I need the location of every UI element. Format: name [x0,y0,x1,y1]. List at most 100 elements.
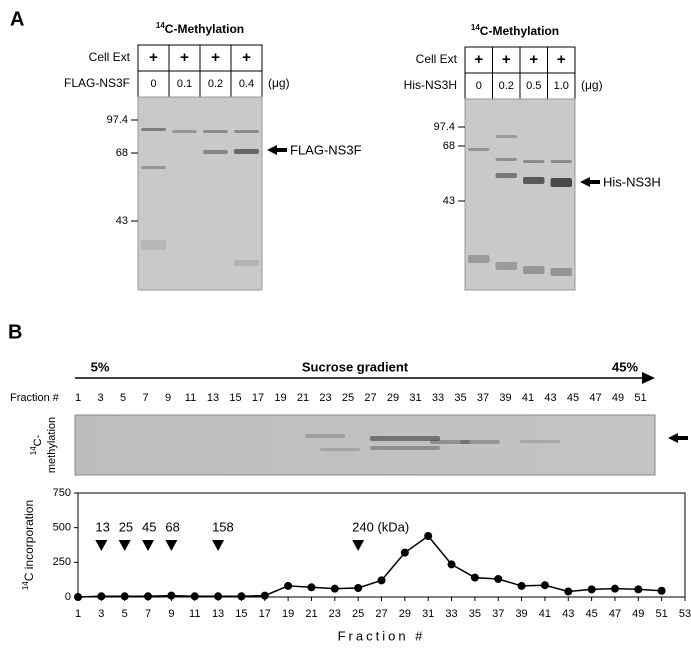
fraction-number: 9 [165,392,171,404]
size-marker [352,540,365,551]
data-point [354,583,363,592]
cell: + [149,49,158,66]
gel-title: 14C-Methylation [471,23,559,38]
data-point [470,573,479,582]
data-point [377,576,386,585]
x-tick-label: 9 [168,608,174,620]
y-tick-label: 750 [53,487,71,499]
fraction-number: 15 [229,392,241,404]
label-text: C-Methylation [165,22,244,36]
x-tick-label: 47 [609,608,621,620]
label-text: C incorporation [22,500,36,581]
data-point [260,591,269,600]
cell: + [242,49,251,66]
fraction-number: 11 [185,392,196,404]
x-tick-label: 41 [539,608,551,620]
cell: + [502,51,511,68]
gel-band [203,150,228,154]
x-tick-label: 5 [122,608,128,620]
fraction-number: 3 [97,392,103,404]
fraction-number: 5 [120,392,126,404]
cell: + [474,51,483,68]
y-tick-label: 250 [53,556,71,568]
data-point [587,585,596,594]
cell: 0.1 [177,78,192,90]
cell: 0 [476,80,482,92]
gel-band [305,434,345,438]
fraction-label: Fraction # [10,392,60,404]
fraction-number: 21 [297,392,309,404]
strip-ylabel: methylation [46,417,58,473]
size-marker-label: 45 [142,519,156,534]
fraction-number: 23 [319,392,331,404]
gel-strip [74,414,656,476]
fraction-number: 37 [477,392,489,404]
gel-band [141,166,166,169]
gradient-end: 45% [612,359,638,374]
x-tick-label: 15 [235,608,247,620]
gel-band [234,149,259,154]
mw-label: 43 [116,215,128,227]
fraction-number: 51 [634,392,646,404]
size-marker-label: 158 [212,519,234,534]
data-point [610,584,619,593]
size-marker [95,540,108,551]
fraction-number: 49 [612,392,624,404]
cell: 0 [150,78,156,90]
x-tick-label: 13 [212,608,224,620]
y-tick-label: 500 [53,522,71,534]
fraction-number: 7 [142,392,148,404]
data-point [330,584,339,593]
row-label: Cell Ext [416,52,458,66]
gel-band [172,130,197,133]
fraction-number: 25 [342,392,354,404]
x-tick-label: 29 [399,608,411,620]
gel-band [430,440,470,444]
superscript: 14 [156,21,165,30]
fraction-number: 41 [522,392,534,404]
gel-band [370,436,440,441]
data-point [634,585,643,594]
panel-label: A [10,8,24,30]
data-point [237,592,246,601]
unit: (μg) [581,78,603,92]
gel-band [468,148,490,151]
gel-band [203,130,228,133]
row-label: FLAG-NS3F [64,76,130,90]
x-tick-label: 53 [679,608,691,620]
fraction-number: 45 [567,392,579,404]
data-point [214,592,223,601]
gradient-start: 5% [91,359,110,374]
gel-band [234,130,259,133]
size-marker-label: 240 (kDa) [352,519,409,534]
cell: + [180,49,189,66]
gel-band [495,158,517,161]
data-point [564,587,573,596]
data-point [424,531,433,540]
cell: 0.2 [208,78,223,90]
x-tick-label: 39 [515,608,527,620]
superscript: 14 [21,581,30,590]
data-point [540,581,549,590]
cell: 0.5 [526,80,541,92]
fraction-number: 1 [75,392,81,404]
gradient-title: Sucrose gradient [302,359,409,374]
cell: 0.2 [499,80,514,92]
band-arrow [580,177,600,187]
x-tick-label: 35 [469,608,481,620]
gradient-arrowhead [642,372,655,384]
superscript: 14 [471,23,480,32]
label-text: C- [32,434,44,446]
data-point [447,560,456,569]
x-tick-label: 3 [98,608,104,620]
size-marker [142,540,155,551]
cell: + [529,51,538,68]
gel-band [460,440,500,444]
x-tick-label: 43 [562,608,574,620]
data-point [494,574,503,583]
y-tick-label: 0 [65,591,71,603]
superscript: 14 [29,446,38,455]
gel-band [234,260,259,266]
gel-band [495,135,517,138]
